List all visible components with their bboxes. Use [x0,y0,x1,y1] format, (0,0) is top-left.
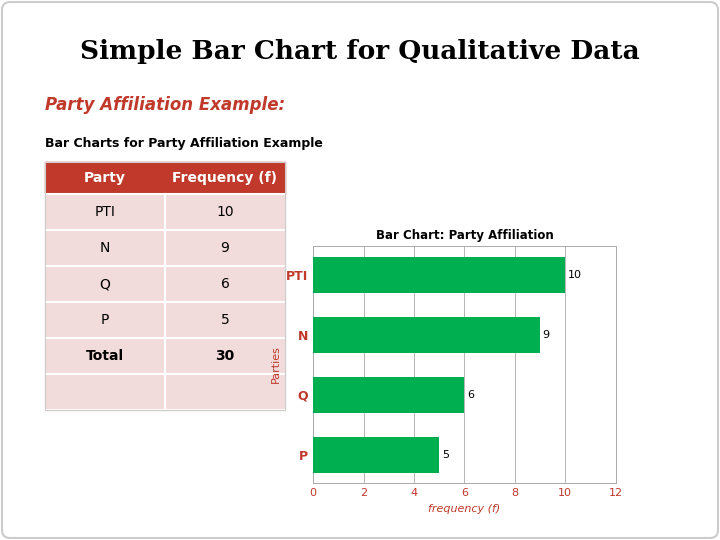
Text: Bar Charts for Party Affiliation Example: Bar Charts for Party Affiliation Example [45,137,323,150]
Bar [45,162,285,410]
Title: Bar Chart: Party Affiliation: Bar Chart: Party Affiliation [376,229,553,242]
Bar [45,302,285,338]
Bar [45,266,285,302]
Bar [45,230,285,266]
Bar [45,194,285,230]
Text: 10: 10 [216,205,234,219]
Text: 9: 9 [543,329,549,340]
Bar [313,256,565,293]
Text: Q: Q [99,277,110,291]
Text: 6: 6 [220,277,230,291]
Text: Frequency (f): Frequency (f) [173,171,277,185]
Bar [313,436,439,472]
Text: 6: 6 [467,389,474,400]
Text: 9: 9 [220,241,230,255]
Text: Simple Bar Chart for Qualitative Data: Simple Bar Chart for Qualitative Data [80,39,640,64]
Text: Total: Total [86,349,124,363]
Text: PTI: PTI [94,205,115,219]
Text: Party Affiliation Example:: Party Affiliation Example: [45,96,285,114]
Text: 10: 10 [568,269,582,280]
Bar [313,316,540,353]
Bar [45,338,285,374]
Bar [313,376,464,413]
Y-axis label: Parties: Parties [271,346,281,383]
X-axis label: frequency (f): frequency (f) [428,504,500,514]
Text: Party: Party [84,171,126,185]
Text: 30: 30 [215,349,235,363]
Bar [45,374,285,410]
Text: N: N [100,241,110,255]
Text: 5: 5 [442,449,449,460]
Text: 5: 5 [220,313,230,327]
Bar [45,162,285,194]
Text: P: P [101,313,109,327]
